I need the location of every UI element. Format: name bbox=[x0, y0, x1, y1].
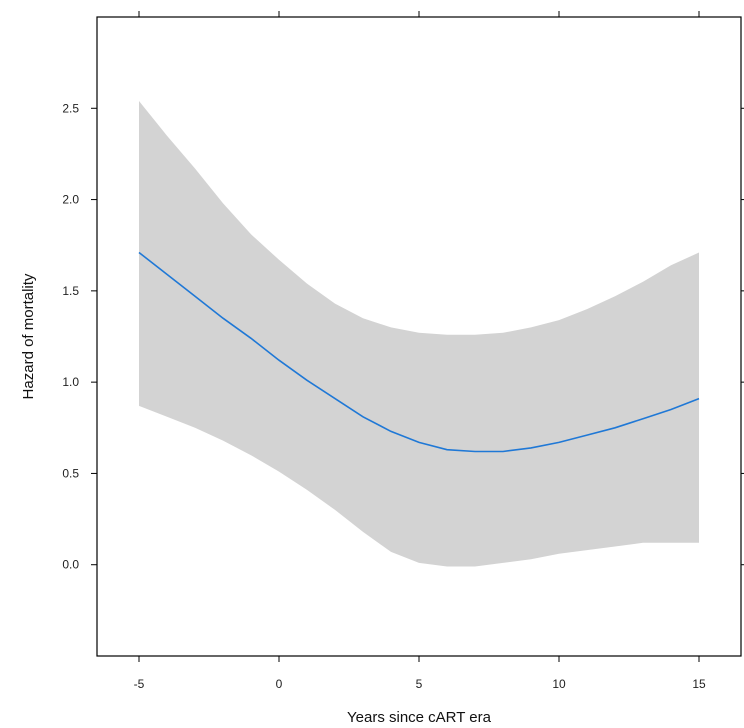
x-tick-label: 5 bbox=[416, 677, 423, 691]
tick-layer: -5 0 5 10 15 0.0 0.5 1.0 1.5 2.0 2.5 bbox=[62, 11, 744, 691]
x-axis-title: Years since cART era bbox=[347, 709, 492, 726]
x-tick-label: 0 bbox=[276, 677, 283, 691]
y-axis-title: Hazard of mortality bbox=[20, 273, 37, 399]
y-tick-label: 0.5 bbox=[62, 466, 79, 480]
fitted-hazard-line bbox=[138, 251, 700, 453]
y-tick-label: 1.0 bbox=[62, 375, 79, 389]
x-tick-label: 10 bbox=[552, 677, 566, 691]
confidence-band bbox=[139, 101, 699, 567]
y-tick-label: 1.5 bbox=[62, 284, 79, 298]
y-tick-label: 0.0 bbox=[62, 558, 79, 572]
y-tick-label: 2.0 bbox=[62, 193, 79, 207]
x-tick-label: -5 bbox=[134, 677, 145, 691]
y-tick-label: 2.5 bbox=[62, 101, 79, 115]
x-tick-label: 15 bbox=[692, 677, 706, 691]
fitted-line-layer bbox=[138, 251, 700, 453]
confidence-band-layer bbox=[139, 101, 699, 567]
